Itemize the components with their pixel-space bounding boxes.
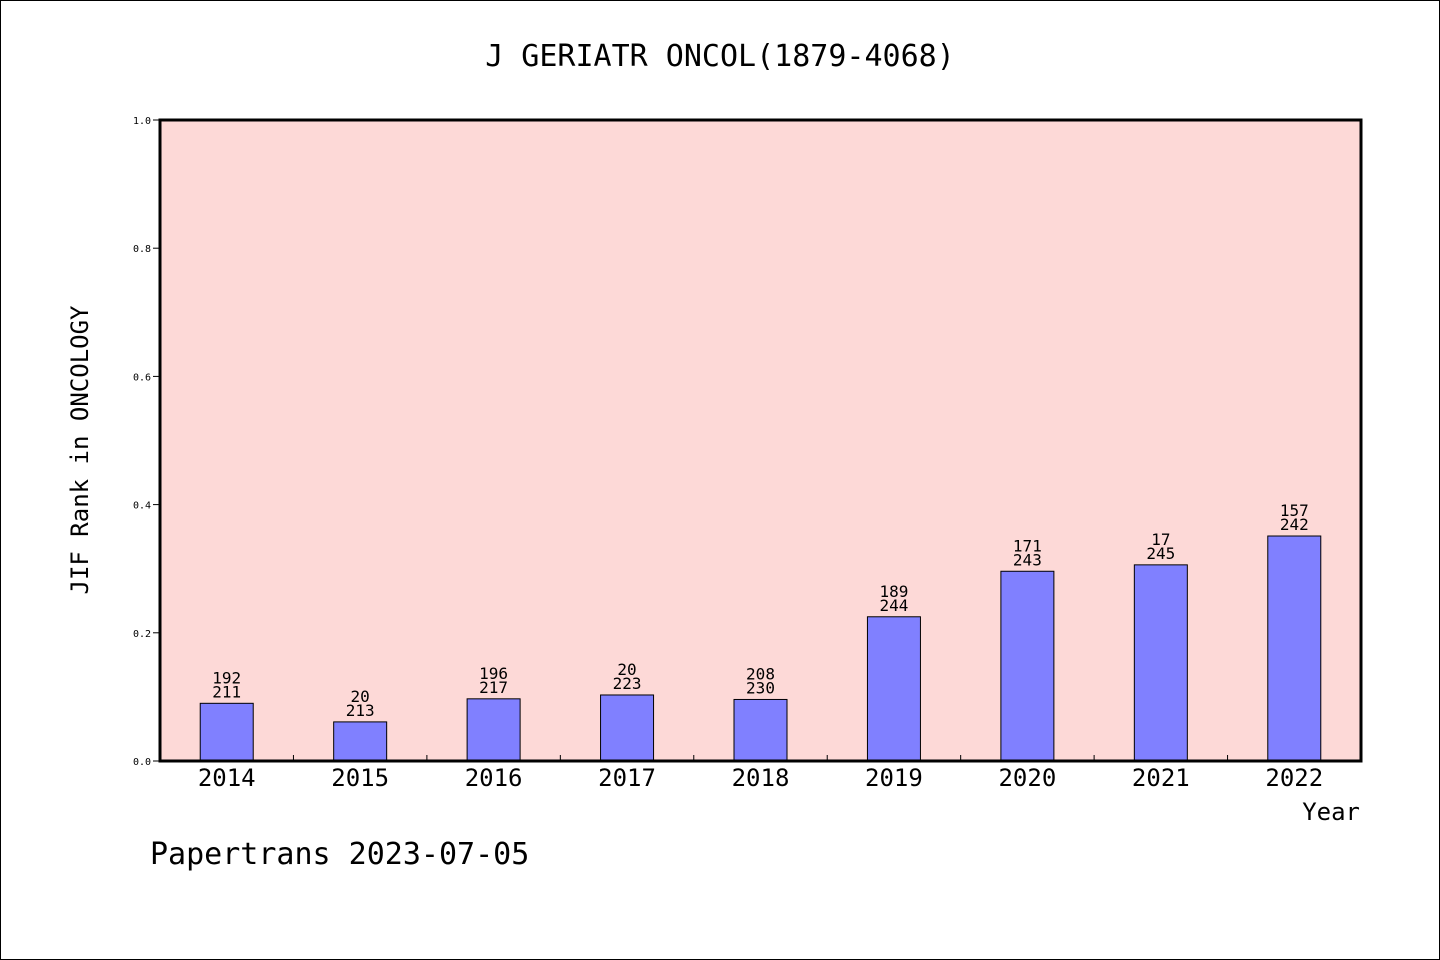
bar-2019 [866, 616, 921, 762]
bars [199, 535, 1322, 762]
data-label-total: 217 [479, 678, 508, 697]
y-tick-label: 1.0 [133, 116, 151, 127]
y-axis-title: JIF Rank in ONCOLOGY [66, 305, 94, 595]
bar-2016 [466, 698, 521, 762]
data-label-total: 245 [1146, 544, 1175, 563]
bar-2018 [733, 698, 788, 762]
y-tick-label: 0.8 [133, 244, 151, 255]
data-label-total: 230 [746, 678, 775, 697]
data-label-total: 242 [1280, 515, 1309, 534]
data-label-rank: 189 [879, 582, 908, 601]
bar-2020 [1000, 570, 1055, 762]
bar-2017 [600, 694, 655, 762]
bar-2015 [333, 721, 388, 762]
bar-2021 [1133, 564, 1188, 762]
x-tick-label: 2019 [865, 764, 923, 792]
x-tick-label: 2015 [331, 764, 389, 792]
y-tick-label: 0.0 [133, 757, 151, 768]
x-axis-title: Year [1302, 798, 1360, 826]
chart-title: J GERIATR ONCOL(1879-4068) [485, 39, 955, 74]
data-label-total: 243 [1013, 550, 1042, 569]
x-tick-label: 2020 [998, 764, 1056, 792]
data-label-rank: 157 [1280, 501, 1309, 520]
x-tick-label: 2017 [598, 764, 656, 792]
plot-border [158, 118, 1363, 763]
data-label-total: 213 [346, 701, 375, 720]
x-tick-label: 2018 [732, 764, 790, 792]
data-label-rank: 20 [617, 660, 636, 679]
data-label-rank: 17 [1151, 530, 1170, 549]
y-axis: 0.0 0.2 0.4 0.6 0.8 1.0 [133, 116, 160, 768]
data-label-rank: 208 [746, 664, 775, 683]
data-label-rank: 192 [212, 668, 241, 687]
data-label-total: 211 [212, 682, 241, 701]
x-tick-label: 2022 [1265, 764, 1323, 792]
y-tick-label: 0.6 [133, 372, 151, 383]
data-label-rank: 196 [479, 664, 508, 683]
bar-2014 [199, 702, 254, 762]
data-label-rank: 20 [351, 687, 370, 706]
x-axis: 2014 2015 2016 2017 2018 2019 2020 2021 2022 [198, 755, 1323, 792]
data-label-rank: 171 [1013, 536, 1042, 555]
x-tick-label: 2014 [198, 764, 256, 792]
data-label-total: 223 [613, 674, 642, 693]
bar-2022 [1267, 535, 1322, 762]
x-tick-label: 2016 [465, 764, 523, 792]
y-tick-label: 0.4 [133, 501, 151, 512]
y-tick-label: 0.2 [133, 629, 151, 640]
footer-credit: Papertrans 2023-07-05 [150, 837, 529, 872]
x-tick-label: 2021 [1132, 764, 1190, 792]
data-label-total: 244 [879, 596, 908, 615]
